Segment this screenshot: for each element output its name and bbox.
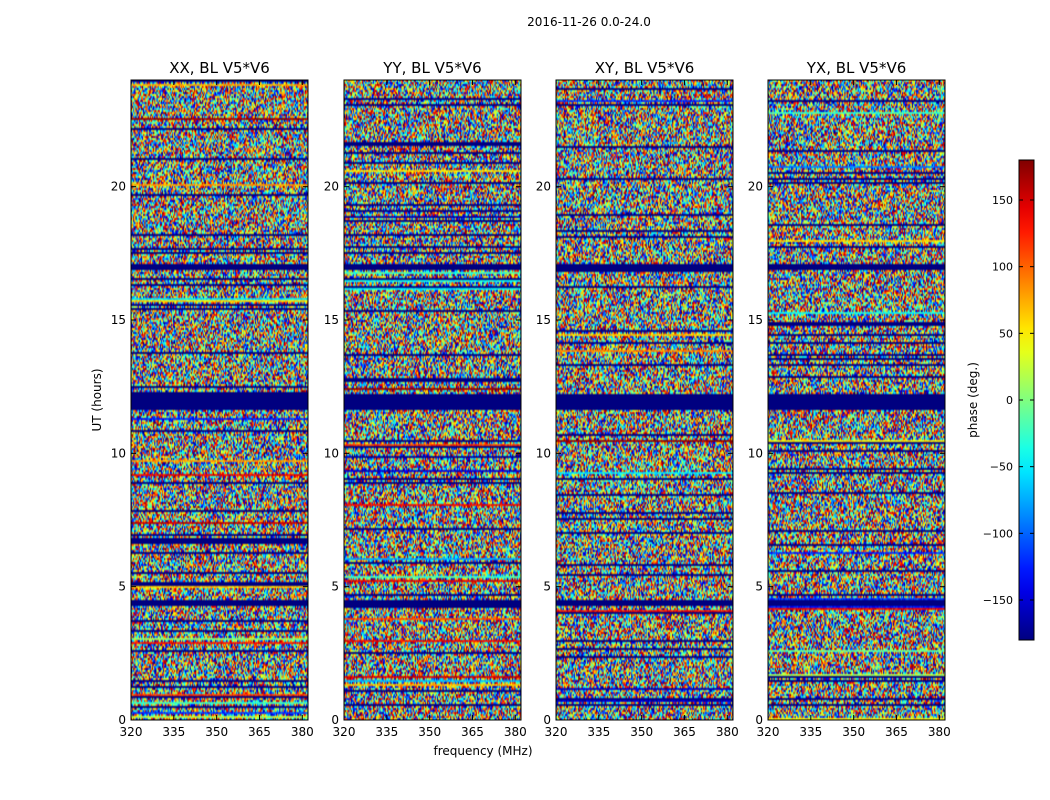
colorbar-tick-label: −50	[990, 461, 1013, 474]
x-tick-label: 380	[291, 725, 314, 739]
y-tick-label: 10	[536, 446, 551, 460]
panel-3: XY, BL V5*V6 320 335 350 365 380 0 5 10 15 20	[536, 59, 739, 739]
heatmap-image	[344, 80, 521, 720]
y-tick-label: 20	[748, 180, 763, 194]
y-axis-label: UT (hours)	[90, 368, 104, 431]
colorbar-label: phase (deg.)	[966, 362, 980, 438]
axes-frame	[130, 79, 309, 721]
x-tick-label: 365	[248, 725, 271, 739]
panel-title: XY, BL V5*V6	[595, 59, 695, 77]
panel-4: YX, BL V5*V6 320 335 350 365 380 0 5 10 15 20	[748, 59, 951, 739]
x-axis-label: frequency (MHz)	[433, 744, 532, 758]
x-tick-label: 365	[885, 725, 908, 739]
panel-2: YY, BL V5*V6 320 335 350 365 380 0 5 10 15 20	[324, 59, 527, 739]
x-tick-label: 380	[716, 725, 739, 739]
x-tick-label: 335	[799, 725, 822, 739]
x-tick-label: 380	[504, 725, 527, 739]
panel-title: YY, BL V5*V6	[382, 59, 481, 77]
panel-1: XX, BL V5*V6 320 335 350 365 380 0 5 10 15 20	[111, 59, 314, 739]
x-tick-label: 320	[757, 725, 780, 739]
x-tick-label: 335	[162, 725, 185, 739]
axes-frame	[767, 79, 946, 721]
y-tick-label: 15	[111, 313, 126, 327]
x-tick-label: 365	[673, 725, 696, 739]
y-tick-label: 5	[118, 580, 126, 594]
heatmap-image	[556, 80, 733, 720]
x-tick-label: 380	[928, 725, 951, 739]
y-tick-label: 5	[543, 580, 551, 594]
panel-title: YX, BL V5*V6	[806, 59, 907, 77]
colorbar-tick-label: 50	[999, 327, 1013, 340]
y-tick-label: 0	[755, 713, 763, 727]
y-tick-label: 20	[111, 180, 126, 194]
colorbar: −150 −100 −50 0 50 100 150 phase (deg.)	[966, 159, 1035, 641]
x-tick-label: 350	[842, 725, 865, 739]
x-tick-label: 350	[630, 725, 653, 739]
y-tick-label: 15	[536, 313, 551, 327]
axes-frame	[343, 79, 522, 721]
colorbar-tick-label: 0	[1006, 394, 1013, 407]
x-tick-label: 335	[375, 725, 398, 739]
x-tick-label: 335	[587, 725, 610, 739]
x-tick-label: 350	[205, 725, 228, 739]
y-tick-label: 10	[111, 446, 126, 460]
y-tick-label: 15	[324, 313, 339, 327]
x-tick-label: 320	[545, 725, 568, 739]
figure-suptitle: 2016-11-26 0.0-24.0	[527, 15, 651, 29]
x-tick-label: 350	[418, 725, 441, 739]
colorbar-tick-label: 150	[992, 194, 1013, 207]
y-tick-label: 0	[331, 713, 339, 727]
colorbar-tick-label: −150	[983, 594, 1013, 607]
y-tick-label: 0	[118, 713, 126, 727]
x-tick-label: 320	[333, 725, 356, 739]
y-tick-label: 5	[755, 580, 763, 594]
y-tick-label: 5	[331, 580, 339, 594]
colorbar-tick-label: 100	[992, 261, 1013, 274]
y-tick-label: 0	[543, 713, 551, 727]
x-tick-label: 365	[461, 725, 484, 739]
y-tick-label: 15	[748, 313, 763, 327]
colorbar-tick-label: −100	[983, 527, 1013, 540]
y-tick-label: 20	[536, 180, 551, 194]
y-tick-label: 20	[324, 180, 339, 194]
panel-title: XX, BL V5*V6	[169, 59, 270, 77]
heatmap-image	[131, 80, 308, 720]
axes-frame	[555, 79, 734, 721]
heatmap-image	[768, 80, 945, 720]
y-tick-label: 10	[748, 446, 763, 460]
y-tick-label: 10	[324, 446, 339, 460]
x-tick-label: 320	[120, 725, 143, 739]
